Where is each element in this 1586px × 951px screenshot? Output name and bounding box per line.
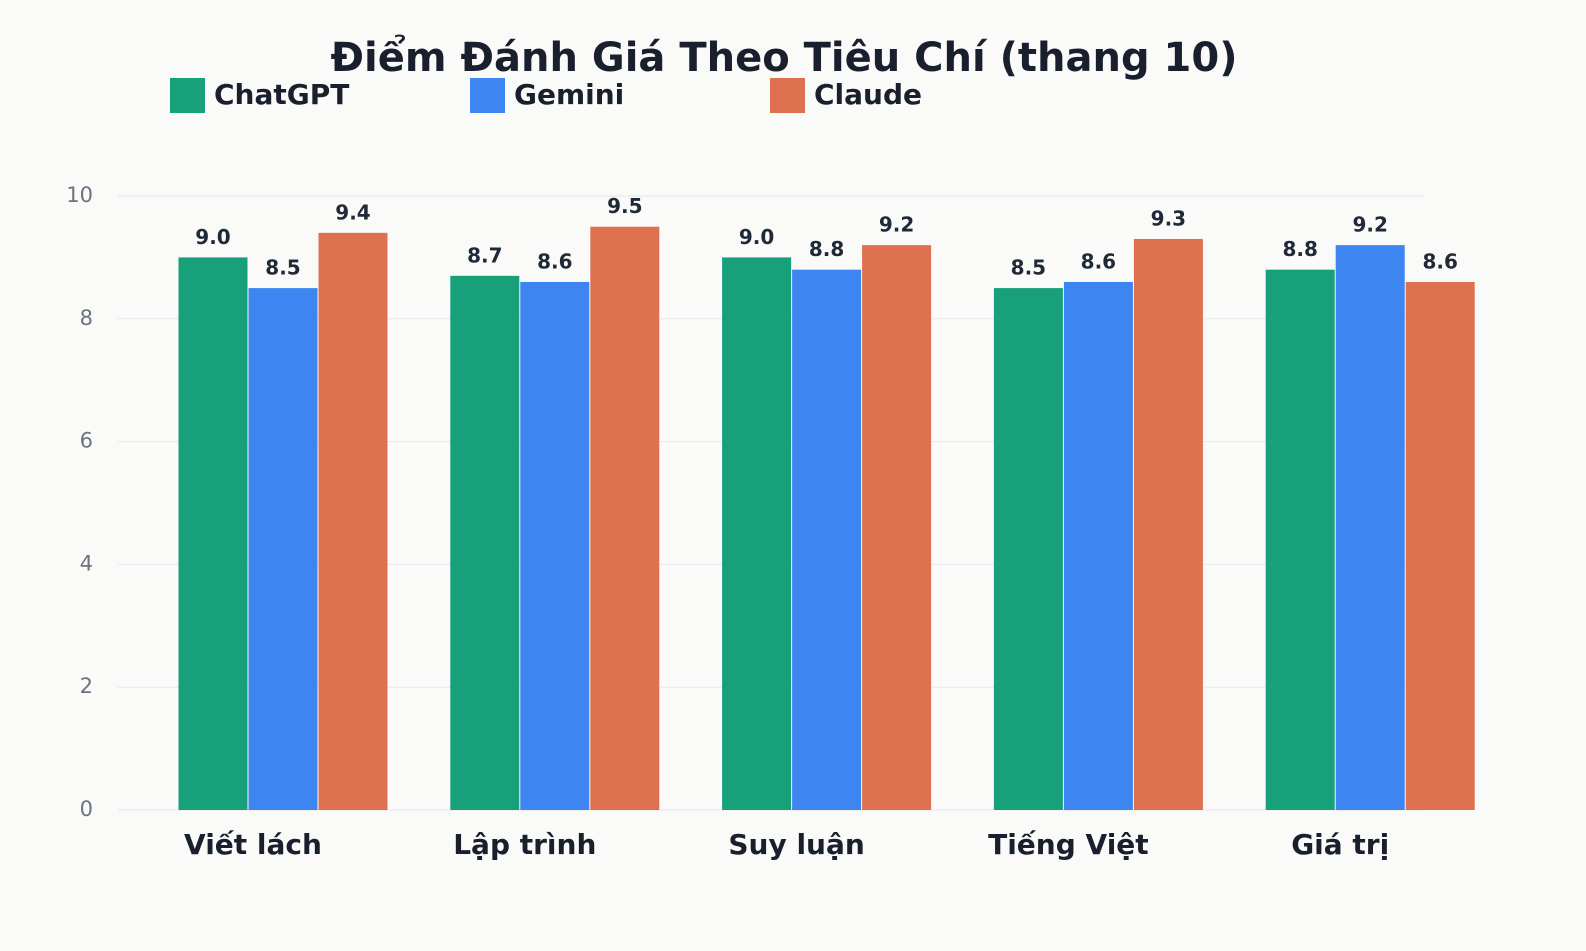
legend-swatch: [470, 78, 505, 113]
value-label: 8.6: [1422, 249, 1457, 273]
value-label: 8.5: [265, 256, 300, 280]
value-label: 8.7: [467, 243, 502, 267]
value-label: 8.5: [1011, 256, 1046, 280]
y-tick-label: 10: [66, 183, 93, 207]
x-tick-label: Lập trình: [453, 828, 596, 861]
bar: [1335, 245, 1405, 810]
value-label: 8.6: [1081, 249, 1116, 273]
bar: [862, 245, 932, 810]
legend-label: ChatGPT: [214, 78, 349, 111]
bar: [1133, 238, 1203, 811]
value-label: 9.5: [607, 194, 642, 218]
bar: [590, 226, 660, 810]
legend-swatch: [770, 78, 805, 113]
chart-title: Điểm Đánh Giá Theo Tiêu Chí (thang 10): [331, 33, 1238, 81]
bar: [1405, 281, 1475, 811]
bar: [792, 269, 862, 810]
bar: [1265, 269, 1335, 810]
bar: [722, 257, 792, 810]
value-label: 9.3: [1151, 206, 1186, 230]
x-tick-label: Giá trị: [1291, 828, 1389, 861]
legend-label: Gemini: [514, 78, 624, 111]
value-label: 8.8: [1282, 237, 1317, 261]
bar: [450, 275, 520, 810]
legend-label: Claude: [814, 78, 922, 111]
value-label: 9.0: [195, 225, 230, 249]
value-label: 9.4: [335, 200, 370, 224]
x-tick-label: Suy luận: [728, 828, 864, 861]
y-tick-label: 6: [80, 429, 93, 453]
bar: [178, 257, 248, 810]
bar: [318, 232, 388, 811]
x-tick-label: Viết lách: [184, 828, 322, 861]
value-label: 8.6: [537, 249, 572, 273]
bar: [248, 288, 318, 811]
y-tick-label: 2: [80, 674, 93, 698]
y-tick-label: 0: [80, 797, 93, 821]
bar: [520, 281, 590, 811]
value-label: 9.2: [1352, 213, 1387, 237]
y-tick-label: 8: [80, 306, 93, 330]
y-tick-label: 4: [80, 551, 93, 575]
legend-swatch: [170, 78, 205, 113]
value-label: 9.0: [739, 225, 774, 249]
value-label: 9.2: [879, 213, 914, 237]
bar: [993, 288, 1063, 811]
x-tick-label: Tiếng Việt: [988, 828, 1149, 861]
bar: [1063, 281, 1133, 811]
value-label: 8.8: [809, 237, 844, 261]
